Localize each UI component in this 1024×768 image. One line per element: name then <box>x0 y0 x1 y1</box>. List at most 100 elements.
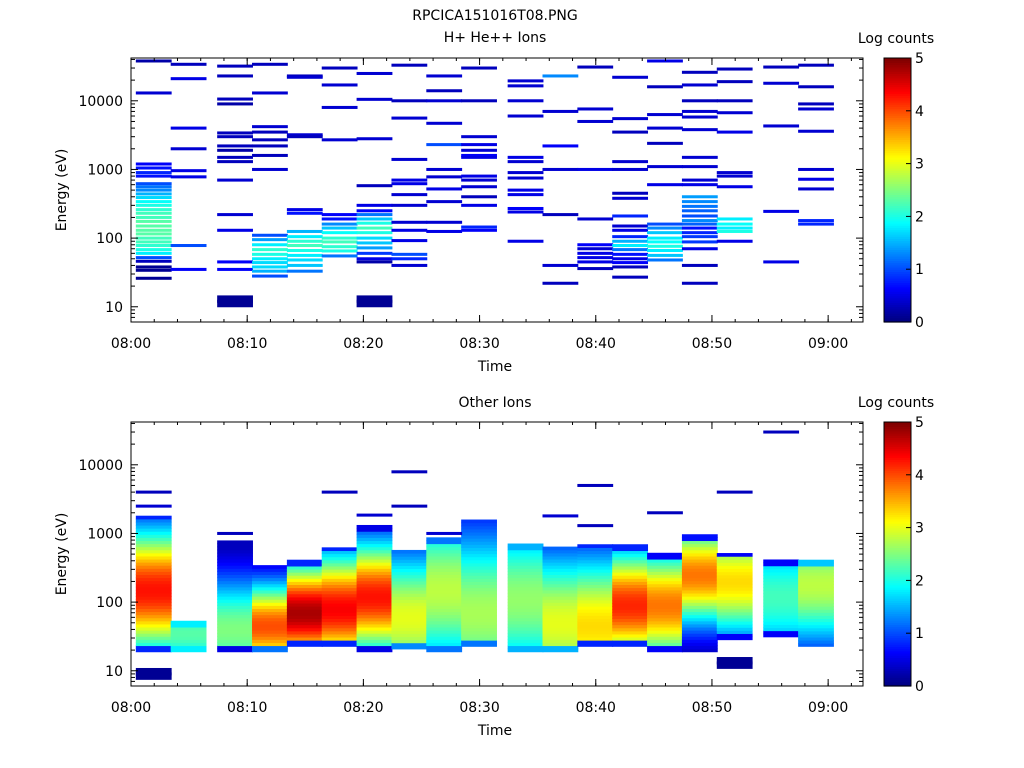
heatmap-cell <box>507 568 544 572</box>
heatmap-cell <box>681 639 718 643</box>
heatmap-cell <box>647 617 683 622</box>
heatmap-cell <box>542 614 579 619</box>
heatmap-cell <box>426 546 463 551</box>
heatmap-cell <box>716 559 753 563</box>
heatmap-cell <box>321 559 358 564</box>
heatmap-cell <box>170 147 207 151</box>
heatmap-cell <box>321 105 358 109</box>
colorbar-tick-label: 0 <box>915 315 924 331</box>
heatmap-cell <box>577 596 614 601</box>
colorbar-swatch <box>884 264 911 268</box>
heatmap-cell <box>252 269 288 273</box>
heatmap-cell <box>612 578 649 582</box>
colorbar-swatch <box>884 463 911 467</box>
heatmap-cell <box>217 620 253 625</box>
heatmap-cell <box>170 267 207 271</box>
heatmap-cell <box>763 565 800 570</box>
colorbar-swatch <box>884 430 911 434</box>
heatmap-cell <box>763 627 800 632</box>
heatmap-cell <box>647 589 683 594</box>
heatmap-cell <box>798 627 834 632</box>
heatmap-cell <box>170 175 207 179</box>
heatmap-cell <box>321 630 358 635</box>
panel-1-xlabel: Time <box>477 359 512 375</box>
heatmap-cell <box>681 200 718 204</box>
heatmap-cell <box>217 549 253 554</box>
heatmap-cell <box>217 589 253 594</box>
heatmap-cell <box>612 572 649 576</box>
heatmap-cell <box>135 552 172 557</box>
colorbar-swatch <box>884 91 911 94</box>
heatmap-cell <box>507 193 544 197</box>
heatmap-cell <box>763 574 800 579</box>
colorbar-swatch <box>884 128 911 132</box>
heatmap-cell <box>321 575 358 579</box>
heatmap-cell <box>647 183 683 187</box>
heatmap-cell <box>286 578 323 582</box>
heatmap-cell <box>507 580 544 585</box>
heatmap-cell <box>612 228 649 232</box>
heatmap-cell <box>612 593 649 598</box>
heatmap-cell <box>507 636 544 640</box>
heatmap-cell <box>135 236 172 240</box>
heatmap-cell <box>252 274 288 278</box>
heatmap-cell <box>763 612 800 616</box>
heatmap-cell <box>135 580 172 585</box>
colorbar-swatch <box>884 163 911 167</box>
heatmap-cell <box>577 590 614 595</box>
heatmap-cell <box>356 137 393 141</box>
heatmap-cell <box>716 577 753 582</box>
colorbar-swatch <box>884 626 911 630</box>
heatmap-cell <box>217 531 253 535</box>
heatmap-cell <box>763 593 800 598</box>
heatmap-cell <box>612 630 649 635</box>
heatmap-cell <box>135 240 172 244</box>
heatmap-cell <box>426 623 463 628</box>
heatmap-cell <box>217 602 253 606</box>
heatmap-cell <box>217 586 253 591</box>
heatmap-cell <box>507 549 544 554</box>
heatmap-cell <box>461 66 497 70</box>
heatmap-cell <box>135 537 172 542</box>
heatmap-cell <box>612 252 649 256</box>
x-tick-label: 08:50 <box>692 336 732 352</box>
colorbar-swatch <box>884 99 911 103</box>
heatmap-cell <box>612 599 649 604</box>
heatmap-cell <box>763 615 800 619</box>
heatmap-cell <box>426 636 463 640</box>
heatmap-cell <box>461 228 497 232</box>
heatmap-cell <box>542 568 579 572</box>
heatmap-cell <box>426 200 463 204</box>
heatmap-cell <box>356 626 393 631</box>
heatmap-cell <box>217 102 253 106</box>
heatmap-cell <box>356 605 393 609</box>
heatmap-cell <box>252 592 288 597</box>
heatmap-cell <box>612 624 649 629</box>
heatmap-cell <box>356 203 393 207</box>
heatmap-cell <box>798 606 834 610</box>
heatmap-cell <box>577 247 614 251</box>
colorbar-swatch <box>884 611 911 614</box>
heatmap-cell <box>542 167 579 171</box>
heatmap-cell <box>612 568 649 573</box>
heatmap-cell <box>681 596 718 600</box>
colorbar-swatch <box>884 593 911 597</box>
heatmap-cell <box>681 630 718 634</box>
heatmap-cell <box>252 574 288 579</box>
heatmap-cell <box>170 169 207 173</box>
heatmap-cell <box>647 608 683 613</box>
heatmap-cell <box>217 642 253 647</box>
heatmap-cell <box>612 618 649 623</box>
heatmap-cell <box>252 605 288 609</box>
colorbar-swatch <box>884 238 911 242</box>
heatmap-cell <box>507 571 544 575</box>
heatmap-cell <box>542 639 579 643</box>
heatmap-cell <box>217 633 253 637</box>
heatmap-cell <box>286 609 323 613</box>
colorbar-swatch <box>884 135 911 138</box>
heatmap-cell <box>798 581 834 586</box>
colorbar-swatch <box>884 157 911 160</box>
heatmap-cell <box>577 65 614 69</box>
heatmap-cell <box>356 524 393 529</box>
heatmap-cell <box>391 470 428 474</box>
